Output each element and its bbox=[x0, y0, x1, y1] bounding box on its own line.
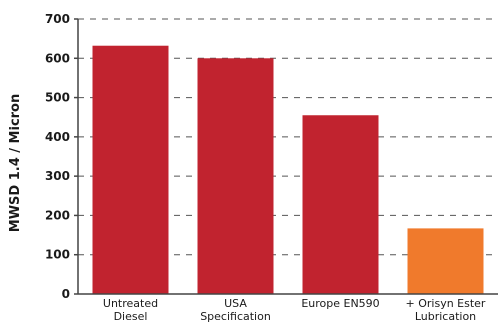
bar bbox=[407, 228, 484, 294]
bar bbox=[302, 115, 379, 294]
y-tick-label: 600 bbox=[45, 51, 70, 65]
y-tick-label: 700 bbox=[45, 12, 70, 26]
y-tick-label: 400 bbox=[45, 130, 70, 144]
y-tick-label: 500 bbox=[45, 91, 70, 105]
bar bbox=[197, 58, 274, 295]
y-tick-label: 0 bbox=[62, 287, 70, 301]
y-tick-label: 200 bbox=[45, 208, 70, 222]
axes bbox=[74, 18, 498, 295]
y-tick-label: 300 bbox=[45, 169, 70, 183]
x-tick-label: Europe EN590 bbox=[301, 297, 379, 310]
x-tick-labels: Untreated Diesel USA Specification Europe EN… bbox=[103, 297, 486, 323]
x-tick-label: + Orisyn Ester Lubrication bbox=[406, 297, 486, 323]
bar bbox=[92, 45, 169, 294]
y-tick-label: 100 bbox=[45, 248, 70, 262]
x-tick-label: Untreated Diesel bbox=[103, 297, 158, 323]
y-tick-labels: 0 100 200 300 400 500 600 700 bbox=[45, 12, 70, 301]
grid-lines bbox=[78, 18, 498, 256]
y-axis-label: MWSD 1.4 / Micron bbox=[8, 94, 23, 232]
x-tick-label: USA Specification bbox=[200, 297, 271, 323]
bars bbox=[92, 45, 484, 295]
